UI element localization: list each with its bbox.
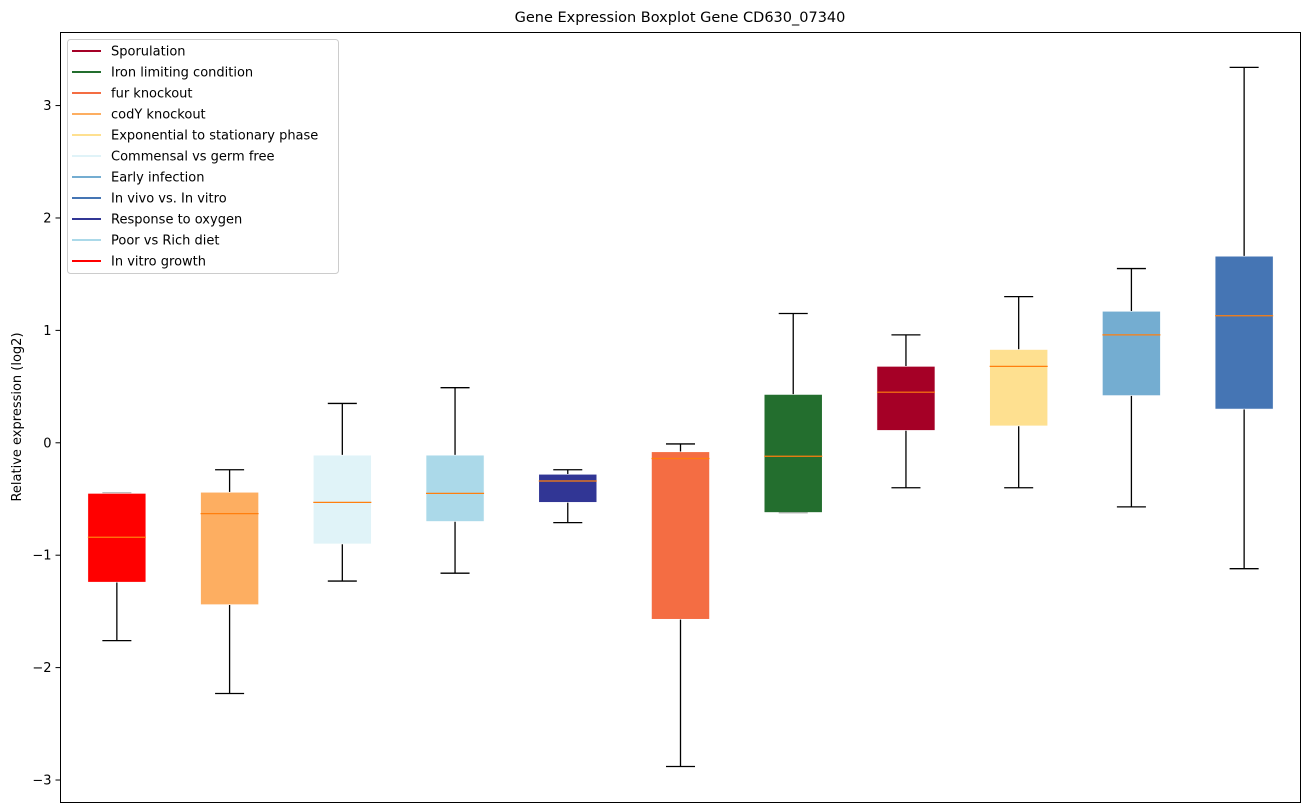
legend-label: Early infection	[111, 171, 204, 186]
legend-item: In vitro growth	[72, 255, 206, 270]
y-tick-label: 0	[43, 436, 51, 451]
legend-label: In vitro growth	[111, 255, 206, 270]
legend-label: Sporulation	[111, 45, 186, 60]
legend-item: In vivo vs. In vitro	[72, 192, 227, 207]
legend-item: fur knockout	[72, 87, 193, 102]
y-tick-label: −3	[32, 774, 51, 789]
box-early-infection	[1102, 267, 1161, 508]
legend-label: Response to oxygen	[111, 213, 242, 228]
legend-label: fur knockout	[111, 87, 193, 102]
y-axis-ticks: −3 −2 −1 0 1 2 3	[32, 99, 61, 789]
legend-label: Poor vs Rich diet	[111, 234, 219, 249]
plot-frame	[60, 32, 1301, 803]
box-iqr	[651, 451, 710, 620]
box-iqr	[1214, 255, 1274, 410]
box-iqr	[876, 366, 936, 431]
legend-frame	[67, 39, 339, 274]
box-iqr	[989, 349, 1049, 427]
legend-item: Early infection	[72, 171, 204, 186]
box-fur-knockout	[651, 443, 710, 768]
legend-label: codY knockout	[111, 108, 206, 123]
y-tick-label: 2	[43, 211, 51, 226]
box-exponential-to-stationary-phase	[989, 296, 1049, 489]
box-in-vitro-growth	[87, 492, 147, 642]
legend-label: Commensal vs germ free	[111, 150, 274, 165]
legend-item: Sporulation	[72, 45, 186, 60]
y-tick-label: 1	[43, 324, 51, 339]
legend-item: codY knockout	[72, 108, 206, 123]
legend-item: Exponential to stationary phase	[72, 129, 318, 144]
legend-item: Iron limiting condition	[72, 66, 253, 81]
box-sporulation	[876, 334, 936, 489]
box-iqr	[200, 491, 259, 605]
legend-label: In vivo vs. In vitro	[111, 192, 227, 207]
y-tick-label: −2	[32, 661, 51, 676]
box-iqr	[1102, 310, 1161, 396]
legend-item: Commensal vs germ free	[72, 150, 274, 165]
box-iqr	[763, 394, 823, 513]
box-iqr	[312, 454, 372, 545]
boxes-group	[87, 66, 1274, 768]
box-in-vivo-vs-in-vitro	[1214, 66, 1274, 570]
y-axis-label: Relative expression (log2)	[10, 332, 25, 501]
chart-title: Gene Expression Boxplot Gene CD630_07340	[515, 10, 846, 26]
box-iqr	[425, 454, 485, 522]
box-cody-knockout	[200, 469, 259, 695]
legend-item: Poor vs Rich diet	[72, 234, 219, 249]
legend-label: Exponential to stationary phase	[111, 129, 318, 144]
box-poor-vs-rich-diet	[425, 387, 485, 574]
legend: Sporulation Iron limiting condition fur kn…	[67, 39, 339, 274]
box-iqr	[538, 473, 598, 503]
box-response-to-oxygen	[538, 469, 598, 524]
y-tick-label: 3	[43, 99, 51, 114]
box-iron-limiting-condition	[763, 312, 823, 514]
legend-label: Iron limiting condition	[111, 66, 253, 81]
legend-item: Response to oxygen	[72, 213, 242, 228]
y-tick-label: −1	[32, 549, 51, 564]
box-commensal-vs-germ-free	[312, 402, 372, 582]
